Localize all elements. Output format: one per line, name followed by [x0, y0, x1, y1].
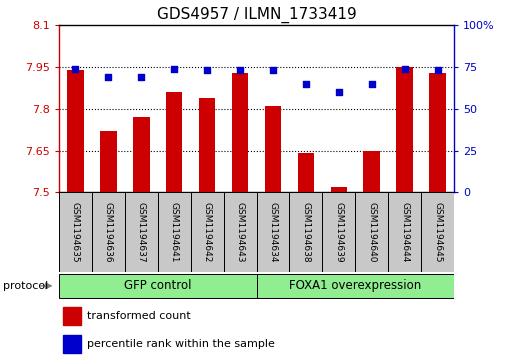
Text: GSM1194644: GSM1194644	[400, 202, 409, 262]
Text: GFP control: GFP control	[124, 280, 191, 292]
Bar	[397, 67, 413, 192]
Bar	[158, 192, 191, 272]
Point	[269, 68, 277, 73]
Point	[334, 89, 343, 95]
Bar	[355, 192, 388, 272]
Point	[433, 68, 442, 73]
Bar	[67, 70, 84, 192]
Bar	[59, 274, 256, 298]
Point	[137, 74, 145, 80]
Text: GSM1194639: GSM1194639	[334, 202, 343, 263]
Bar	[199, 98, 215, 192]
Bar	[92, 192, 125, 272]
Bar	[322, 192, 355, 272]
Text: FOXA1 overexpression: FOXA1 overexpression	[289, 280, 421, 292]
Text: transformed count: transformed count	[87, 311, 190, 321]
Text: GSM1194635: GSM1194635	[71, 202, 80, 263]
Bar	[298, 154, 314, 192]
Bar	[265, 106, 281, 192]
Text: GSM1194645: GSM1194645	[433, 202, 442, 262]
Text: GSM1194640: GSM1194640	[367, 202, 376, 262]
Text: GSM1194643: GSM1194643	[235, 202, 245, 262]
Bar	[256, 192, 289, 272]
Text: protocol: protocol	[3, 281, 48, 291]
Bar	[224, 192, 256, 272]
Point	[203, 68, 211, 73]
Title: GDS4957 / ILMN_1733419: GDS4957 / ILMN_1733419	[156, 7, 357, 23]
Point	[170, 66, 179, 72]
Bar	[364, 151, 380, 192]
Bar	[133, 117, 149, 192]
Bar	[388, 192, 421, 272]
Text: GSM1194636: GSM1194636	[104, 202, 113, 263]
Bar	[289, 192, 322, 272]
Point	[401, 66, 409, 72]
Bar	[232, 73, 248, 192]
Text: GSM1194637: GSM1194637	[137, 202, 146, 263]
Point	[368, 81, 376, 87]
Text: GSM1194641: GSM1194641	[170, 202, 179, 262]
Point	[236, 68, 244, 73]
Text: GSM1194634: GSM1194634	[268, 202, 278, 262]
Text: GSM1194642: GSM1194642	[203, 202, 212, 262]
Text: percentile rank within the sample: percentile rank within the sample	[87, 339, 274, 349]
Bar	[256, 274, 454, 298]
Bar	[125, 192, 158, 272]
Bar	[63, 335, 81, 353]
Bar	[421, 192, 454, 272]
Bar	[63, 307, 81, 325]
Bar	[59, 192, 92, 272]
Bar	[330, 187, 347, 192]
Point	[104, 74, 112, 80]
Point	[302, 81, 310, 87]
Text: GSM1194638: GSM1194638	[301, 202, 310, 263]
Bar	[100, 131, 116, 192]
Bar	[166, 92, 183, 192]
Bar	[429, 73, 446, 192]
Bar	[191, 192, 224, 272]
Point	[71, 66, 80, 72]
